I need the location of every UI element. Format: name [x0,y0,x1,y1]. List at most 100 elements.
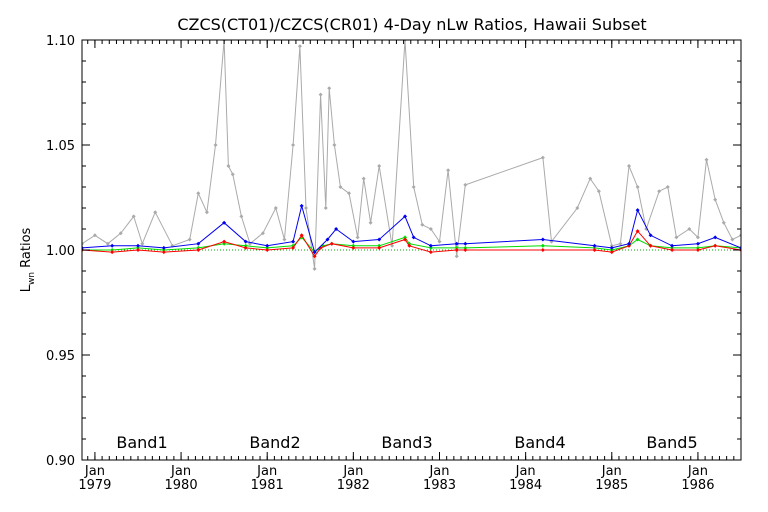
x-tick-label-month: Jan [342,464,363,479]
data-point [609,245,614,250]
data-point [196,241,201,246]
data-point [592,243,597,248]
data-point [325,237,330,242]
data-point [377,164,382,168]
data-point [627,243,632,248]
chart-title: CZCS(CT01)/CZCS(CR01) 4-Day nLw Ratios, … [177,15,646,34]
data-point [265,245,270,250]
data-point [110,248,115,252]
data-point [161,250,166,255]
data-point [110,250,115,255]
data-point [260,231,265,236]
series-line [82,40,741,269]
data-point [140,241,145,246]
x-tick-label-month: Jan [84,464,105,479]
svg-text:Lwn Ratios: Lwn Ratios [19,227,37,292]
data-point [463,182,468,187]
data-point [92,233,97,238]
x-tick-label-year: 1986 [681,478,714,493]
data-point [222,220,227,225]
data-point [390,243,395,248]
data-point [355,235,360,240]
data-point [695,235,700,240]
data-point [334,227,339,231]
legend-item-band1: Band1 [116,433,167,452]
data-point [713,243,718,248]
data-point [135,245,140,250]
legend-item-band4: Band4 [514,433,565,452]
data-point [312,254,317,259]
data-point [282,237,287,242]
series-line [82,236,741,253]
data-point [351,239,356,244]
x-tick-label-month: Jan [601,464,622,479]
x-tick-label-year: 1980 [165,478,198,493]
data-point [105,241,110,246]
y-axis-label: Lwn Ratios [19,227,37,292]
x-tick-label-month: Jan [256,464,277,479]
data-point [351,243,356,248]
data-point [243,245,248,250]
data-point [403,237,408,242]
x-tick-label-month: Jan [170,464,191,479]
data-point [687,227,692,231]
data-point [299,233,304,238]
data-point [196,191,201,196]
x-tick-label-year: 1982 [337,478,370,493]
data-point [540,237,545,242]
data-point [540,155,545,160]
data-point [118,231,123,236]
data-point [368,220,373,225]
data-point [713,235,718,240]
data-point [196,245,201,250]
data-point [291,245,296,250]
data-point [592,248,597,252]
data-point [428,245,433,250]
data-point [609,243,614,248]
data-point [161,245,166,250]
series-band2 [82,229,741,259]
data-point [463,248,468,252]
plot-area: 0.900.951.001.051.10Jan1979Jan1980Jan198… [46,34,742,493]
data-point [730,237,735,242]
x-tick-label-month: Jan [428,464,449,479]
y-tick-label: 1.05 [46,139,75,154]
data-point [540,248,545,252]
data-point [454,245,459,250]
data-point [670,248,675,252]
data-point [635,237,640,242]
data-point [407,243,412,248]
data-point [135,248,140,252]
data-point [446,168,451,173]
data-point [403,214,408,219]
data-point [299,203,304,208]
data-point [265,248,270,252]
x-tick-label-year: 1984 [509,478,542,493]
y-axis-label-sub: wn [27,272,37,285]
data-point [665,185,670,189]
data-point [596,189,601,194]
data-point [454,248,459,252]
data-point [323,206,328,210]
data-point [428,243,433,248]
data-point [161,248,166,252]
data-point [338,185,343,189]
data-point [704,157,709,162]
data-point [230,172,235,177]
data-point [303,206,308,210]
data-point [648,233,653,238]
data-point [347,191,352,196]
data-point [463,245,468,250]
plot-frame [81,39,742,461]
x-tick-label-month: Jan [687,464,708,479]
x-tick-label-month: Jan [515,464,536,479]
series-line [82,203,741,254]
series-line [82,230,741,258]
data-point [361,176,366,181]
data-point [713,197,718,202]
data-point [695,248,700,252]
data-point [674,235,679,240]
data-point [627,164,632,168]
y-tick-label: 0.95 [46,349,75,364]
